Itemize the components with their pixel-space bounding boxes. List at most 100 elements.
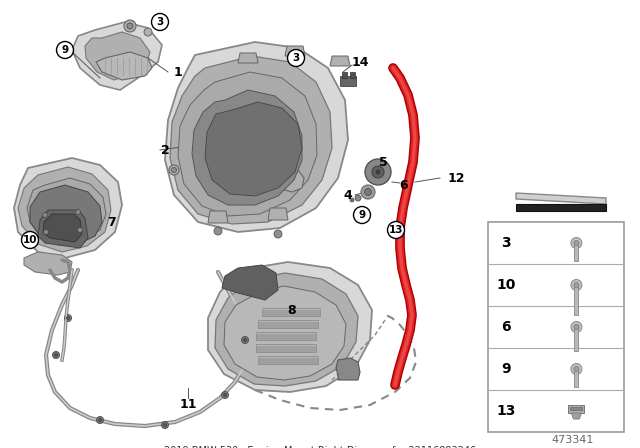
Circle shape [77, 228, 83, 233]
Polygon shape [215, 273, 358, 386]
Circle shape [161, 422, 168, 428]
Circle shape [44, 229, 49, 234]
Circle shape [372, 166, 384, 178]
Text: 9: 9 [61, 45, 68, 55]
Polygon shape [85, 32, 150, 80]
Circle shape [65, 314, 72, 322]
Circle shape [294, 56, 298, 60]
Circle shape [127, 23, 133, 29]
Polygon shape [224, 286, 346, 380]
Text: 13: 13 [388, 225, 403, 235]
Circle shape [574, 366, 579, 371]
Bar [575, 327, 579, 351]
Polygon shape [238, 53, 258, 63]
Circle shape [54, 353, 58, 357]
Polygon shape [572, 413, 581, 419]
Text: 3: 3 [292, 53, 300, 63]
Bar [488, 222, 624, 432]
Text: 14: 14 [351, 56, 369, 69]
Circle shape [56, 42, 74, 59]
Bar [350, 72, 355, 78]
Polygon shape [258, 356, 318, 364]
Circle shape [67, 316, 70, 319]
Text: 5: 5 [379, 155, 387, 168]
Polygon shape [205, 102, 302, 196]
Text: 3: 3 [156, 17, 164, 27]
Circle shape [76, 210, 81, 215]
Polygon shape [268, 168, 304, 192]
Polygon shape [256, 332, 316, 340]
Ellipse shape [130, 56, 137, 62]
Bar [575, 243, 579, 261]
Polygon shape [170, 56, 332, 224]
Polygon shape [14, 158, 122, 258]
Ellipse shape [128, 57, 135, 63]
Polygon shape [268, 208, 288, 220]
Ellipse shape [127, 58, 134, 64]
Text: 2019 BMW 530e Engine Mount Right Diagram for 22116883246: 2019 BMW 530e Engine Mount Right Diagram… [164, 446, 476, 448]
Circle shape [571, 363, 582, 375]
Polygon shape [27, 178, 106, 245]
Circle shape [214, 227, 222, 235]
Circle shape [387, 221, 404, 238]
Polygon shape [330, 56, 350, 66]
Ellipse shape [129, 57, 136, 63]
Polygon shape [258, 320, 318, 328]
Polygon shape [570, 407, 582, 410]
Text: 6: 6 [400, 178, 408, 191]
Text: 7: 7 [108, 215, 116, 228]
Polygon shape [24, 252, 72, 275]
Circle shape [361, 185, 375, 199]
Circle shape [571, 322, 582, 332]
Circle shape [221, 392, 228, 399]
Bar [342, 72, 347, 78]
Polygon shape [285, 46, 305, 56]
Polygon shape [165, 42, 348, 232]
Text: 3: 3 [501, 236, 511, 250]
Ellipse shape [124, 59, 132, 65]
Polygon shape [262, 308, 320, 316]
Ellipse shape [126, 58, 134, 64]
Circle shape [376, 170, 380, 174]
Circle shape [124, 20, 136, 32]
Text: 10: 10 [496, 278, 516, 292]
Circle shape [291, 53, 301, 63]
Circle shape [365, 189, 371, 195]
Circle shape [52, 352, 60, 358]
Polygon shape [256, 344, 316, 352]
Text: 2: 2 [161, 143, 170, 156]
Text: 6: 6 [501, 320, 511, 334]
Bar [340, 76, 356, 86]
Polygon shape [43, 214, 82, 242]
Polygon shape [96, 52, 152, 80]
Bar [575, 369, 579, 387]
Circle shape [274, 230, 282, 238]
Polygon shape [18, 167, 111, 252]
Circle shape [350, 198, 354, 202]
Circle shape [163, 423, 166, 426]
Circle shape [355, 195, 361, 201]
Text: 12: 12 [447, 172, 465, 185]
Circle shape [42, 212, 47, 217]
Circle shape [243, 339, 246, 341]
Circle shape [365, 159, 391, 185]
Circle shape [574, 283, 579, 288]
Circle shape [99, 418, 102, 422]
Text: 11: 11 [179, 399, 196, 412]
Polygon shape [72, 22, 162, 90]
Circle shape [571, 237, 582, 249]
Circle shape [22, 232, 38, 249]
Text: 1: 1 [173, 65, 182, 78]
Circle shape [241, 336, 248, 344]
Circle shape [574, 241, 579, 246]
Polygon shape [178, 72, 317, 216]
Circle shape [571, 280, 582, 290]
Circle shape [223, 393, 227, 396]
Circle shape [353, 207, 371, 224]
Text: 4: 4 [344, 189, 353, 202]
Circle shape [287, 49, 305, 66]
Polygon shape [516, 193, 606, 204]
Circle shape [144, 28, 152, 36]
Text: 10: 10 [23, 235, 37, 245]
Circle shape [574, 324, 579, 329]
